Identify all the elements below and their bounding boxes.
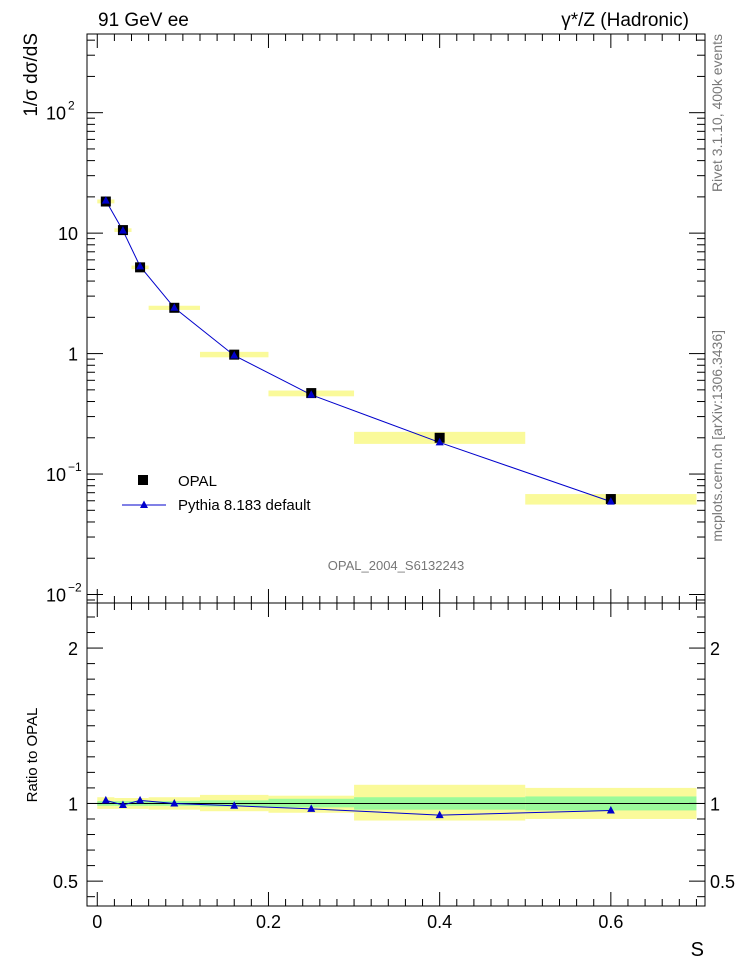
main-frame-rect	[86, 33, 706, 604]
legend-marker-opal	[138, 475, 148, 485]
legend: OPAL Pythia 8.183 default	[122, 473, 311, 514]
mc-line-main	[105, 200, 612, 503]
mc-line-ratio	[105, 799, 611, 816]
x-tick-label-3: 0.6	[598, 912, 623, 932]
main-y-tick-label-2: 1	[68, 345, 78, 365]
mc-series-lines	[105, 200, 612, 816]
watermark: OPAL_2004_S6132243	[328, 558, 464, 573]
mc-point-1	[118, 226, 127, 234]
main-y-tick-label-0: 10	[46, 585, 66, 605]
side-label-top: Rivet 3.1.10, 400k events	[709, 34, 725, 192]
legend-label-opal: OPAL	[178, 473, 217, 490]
main-y-tick-label-1: 10	[46, 465, 66, 485]
legend-marker-mc	[140, 500, 148, 508]
mc-series-markers	[101, 196, 615, 819]
mc-ratio-point-2	[136, 795, 145, 804]
data-point-6	[434, 432, 445, 443]
main-bands	[97, 199, 697, 505]
x-tick-label-0: 0	[92, 912, 102, 932]
x-axis-label: S	[691, 939, 704, 961]
ratio-panel-ticks	[87, 603, 705, 906]
legend-label-mc: Pythia 8.183 default	[178, 497, 311, 514]
ratio-frame-rect	[86, 602, 706, 907]
mc-point-3	[170, 303, 179, 311]
ratio-y-tick-label-right-1: 1	[710, 794, 720, 814]
main-panel-frame	[86, 33, 706, 604]
main-y-tick-label-4: 10	[46, 104, 66, 124]
ratio-y-tick-label-right-0: 0.5	[710, 872, 735, 892]
mc-point-2	[136, 261, 145, 270]
ratio-y-tick-label-left-2: 2	[68, 639, 78, 659]
side-label-bottom: mcplots.cern.ch [arXiv:1306.3436]	[709, 330, 725, 542]
main-y-tick-exp-0: −2	[68, 580, 82, 594]
y-axis-label: 1/σ dσ/dS	[21, 33, 42, 117]
mc-point-0	[101, 196, 110, 204]
mc-ratio-point-3	[170, 798, 179, 807]
main-y-tick-label-3: 10	[58, 224, 78, 244]
ratio-y-tick-label-left-1: 1	[68, 794, 78, 814]
main-y-tick-exp-4: 2	[68, 99, 75, 113]
mc-ratio-point-4	[230, 801, 239, 809]
ratio-y-tick-labels: 0.5 0.5 1 1 2 2	[53, 639, 735, 892]
mc-ratio-point-0	[101, 795, 110, 804]
ratio-y-axis-label: Ratio to OPAL	[24, 708, 41, 803]
x-tick-label-2: 0.4	[427, 912, 452, 932]
mc-point-4	[230, 350, 239, 359]
ratio-y-tick-label-right-2: 2	[710, 639, 720, 659]
x-tick-label-1: 0.2	[256, 912, 281, 932]
mc-ratio-point-7	[606, 805, 615, 814]
main-y-tick-exp-1: −1	[68, 460, 82, 474]
title-left: 91 GeV ee	[98, 10, 189, 31]
mc-point-7	[606, 497, 615, 505]
data-series-markers	[100, 196, 616, 505]
mc-ratio-point-5	[307, 804, 316, 812]
mc-ratio-point-1	[118, 800, 127, 808]
mc-point-6	[435, 437, 444, 446]
ratio-bands	[97, 784, 697, 821]
ratio-y-tick-label-left-0: 0.5	[53, 872, 78, 892]
mc-point-5	[307, 390, 316, 398]
title-right: γ*/Z (Hadronic)	[561, 10, 689, 31]
ratio-panel-frame	[86, 602, 706, 907]
main-panel-ticks	[87, 34, 705, 603]
mc-ratio-point-6	[435, 810, 444, 819]
x-tick-labels: 0 0.2 0.4 0.6	[92, 912, 623, 932]
